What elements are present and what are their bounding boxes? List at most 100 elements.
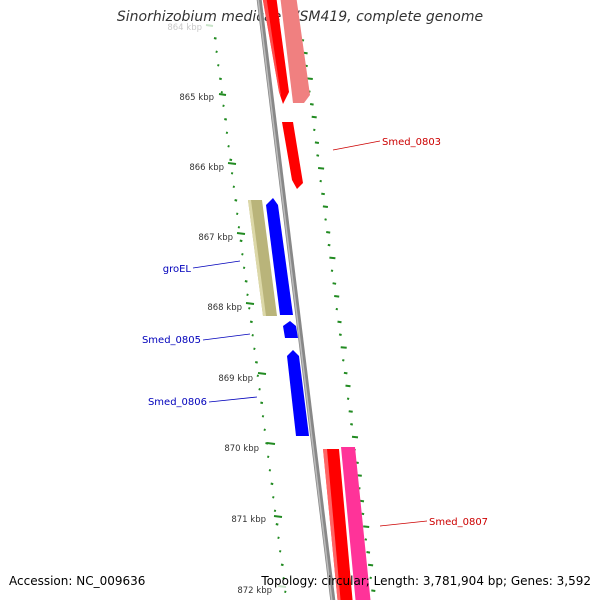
gc-tick-mark (348, 410, 353, 413)
map-title: Sinorhizobium medicae WSM419, complete g… (116, 9, 484, 25)
gc-tick-mark (237, 226, 241, 229)
reverse-gene-track (248, 198, 309, 436)
gc-tick-mark (222, 104, 225, 108)
gc-tick-mark (263, 428, 266, 432)
gc-tick-mark (346, 397, 350, 400)
gc-tick-mark (322, 205, 329, 208)
gc-tick-mark (244, 280, 248, 283)
gc-tick-mark (272, 496, 275, 499)
gc-tick-mark (330, 269, 334, 272)
gc-tick-mark (324, 218, 327, 221)
gc-tick-mark (224, 118, 228, 121)
gc-tick-mark (270, 482, 274, 486)
gc-tick-mark (329, 256, 336, 260)
gc-tick-mark (248, 307, 251, 310)
gene-label-smed-0805[interactable]: Smed_0805 (142, 335, 201, 346)
gc-tick-mark (359, 499, 365, 503)
gc-tick-mark (369, 576, 372, 580)
gc-tick-mark (319, 179, 322, 183)
gene-arrow-groel-chaperone-highlight (248, 200, 266, 316)
gc-tick-mark (254, 361, 258, 364)
gc-tick-mark (332, 282, 337, 285)
tick-label-865-kbp: 865 kbp (179, 93, 214, 103)
gc-tick-mark (218, 77, 222, 81)
gc-tick-mark (337, 320, 342, 324)
gc-tick-mark (229, 158, 233, 162)
gc-tick-mark (301, 39, 305, 42)
gc-tick-mark (350, 423, 354, 426)
gc-tick-mark (251, 334, 254, 337)
gene-arrow-groel-chaperone[interactable] (248, 200, 277, 316)
gc-tick-mark (213, 37, 217, 40)
tick-label-866-kbp: 866 kbp (189, 163, 224, 173)
label-leader-lines (192, 140, 428, 527)
gene-arrow-groel[interactable] (266, 198, 293, 315)
gc-tick-mark (234, 199, 238, 202)
gene-label-smed-0807[interactable]: Smed_0807 (429, 517, 488, 528)
gc-tick-mark (249, 320, 253, 324)
gene-arrow-smed-0807-pink[interactable] (341, 447, 371, 600)
gene-arrow-top-red-highlight (262, 0, 281, 96)
tick-label-870-kbp: 870 kbp (224, 444, 259, 454)
inner-gc-track (213, 37, 287, 594)
gc-tick-mark (343, 371, 348, 375)
tick-label-868-kbp: 868 kbp (207, 303, 242, 313)
gc-tick-mark (335, 307, 339, 311)
gc-tick-mark (215, 50, 218, 54)
gc-tick-mark (260, 401, 264, 405)
gc-tick-mark (318, 167, 325, 170)
gc-tick-mark (367, 563, 374, 567)
gc-tick-mark (275, 523, 279, 526)
gc-tick-mark (366, 551, 371, 554)
gc-tick-mark (351, 435, 359, 439)
gc-tick-mark (342, 359, 345, 362)
gene-arrow-smed-0805[interactable] (283, 321, 298, 338)
gc-tick-mark (371, 589, 376, 592)
gc-tick-mark (230, 172, 234, 175)
tick-label-872-kbp: 872 kbp (237, 586, 272, 596)
gc-tick-mark (242, 266, 246, 270)
gc-tick-mark (220, 91, 224, 94)
genome-backbone-highlight (257, 0, 333, 600)
gc-tick-mark (246, 293, 249, 297)
topology-text: Topology: circular; Length: 3,781,904 bp… (261, 574, 591, 588)
gc-tick-mark (266, 455, 270, 459)
gene-arrow-top-pink[interactable] (280, 0, 310, 103)
tick-label-867-kbp: 867 kbp (198, 233, 233, 243)
gene-label-groel[interactable]: groEL (163, 264, 192, 275)
gc-tick-mark (232, 185, 236, 189)
accession-text: Accession: NC_009636 (9, 574, 146, 588)
forward-gene-track (262, 0, 371, 600)
gc-tick-mark (363, 525, 370, 528)
gc-tick-mark (227, 145, 230, 148)
genome-backbone (256, 0, 336, 600)
gene-arrow-smed-0803[interactable] (282, 122, 303, 189)
gc-tick-mark (277, 536, 280, 540)
gc-tick-mark (338, 333, 342, 336)
gc-tick-mark (340, 346, 347, 349)
gc-tick-mark (364, 538, 368, 541)
gene-label-smed-0806[interactable]: Smed_0806 (148, 397, 207, 408)
gene-arrow-smed-0806[interactable] (287, 350, 309, 436)
gc-tick-mark (239, 239, 243, 243)
gc-tick-mark (314, 141, 320, 144)
gc-tick-mark (282, 577, 285, 580)
gene-labels: Smed_0803 groEL Smed_0805 Smed_0806 Smed… (142, 137, 488, 528)
gc-tick-mark (256, 374, 260, 378)
tick-label-871-kbp: 871 kbp (231, 515, 266, 525)
tick-label-864-kbp: 864 kbp (167, 23, 202, 33)
gc-tick-mark (327, 243, 331, 247)
gc-tick-mark (303, 51, 308, 55)
gc-tick-mark (217, 64, 220, 67)
gene-arrow-smed-0807-red-highlight (323, 449, 341, 600)
gc-tick-mark (306, 77, 313, 80)
position-ticks: 864 kbp 865 kbp 866 kbp 867 kbp 868 kbp … (167, 23, 287, 596)
gc-tick-mark (273, 509, 277, 513)
gc-tick-mark (258, 388, 261, 391)
gc-tick-mark (253, 347, 256, 351)
gc-tick-mark (334, 295, 340, 298)
gc-tick-mark (345, 384, 351, 388)
gene-label-smed-0803[interactable]: Smed_0803 (382, 137, 441, 148)
gc-tick-mark (241, 253, 244, 256)
